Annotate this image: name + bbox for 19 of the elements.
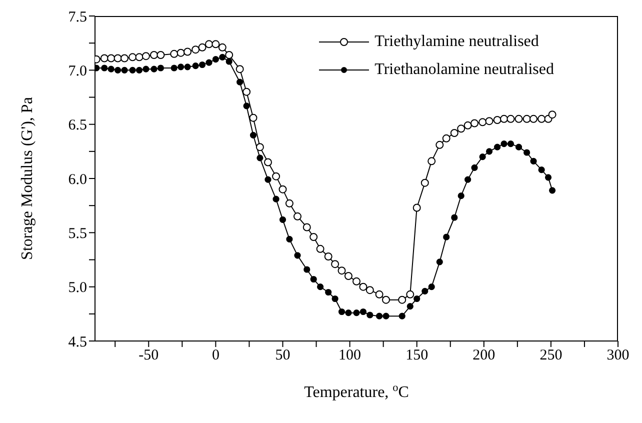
x-tick-label: 150 <box>406 348 428 364</box>
x-tick-label: 300 <box>606 348 630 364</box>
x-tick-label: 250 <box>540 348 562 364</box>
x-tick-label: 0 <box>212 348 220 364</box>
legend-label: Triethanolamine neutralised <box>374 61 554 79</box>
x-tick-label: 100 <box>338 348 362 364</box>
x-tick-label: 200 <box>472 348 496 364</box>
legend-label: Triethylamine neutralised <box>374 33 539 51</box>
y-tick-label: 5.0 <box>68 280 87 296</box>
x-axis-title: Temperature, $^{o}$C <box>304 382 409 401</box>
y-tick-label: 7.5 <box>68 9 87 26</box>
y-tick-label: 4.5 <box>68 334 87 350</box>
y-tick-label: 6.0 <box>68 172 87 188</box>
y-tick-label: 7.0 <box>68 63 87 80</box>
x-tick-label: -50 <box>138 348 159 364</box>
y-tick-label: 6.5 <box>68 118 87 134</box>
y-axis-title: Storage Modulus (G'), Pa <box>19 97 36 260</box>
y-tick-label: 5.5 <box>68 226 87 242</box>
x-tick-label: 50 <box>275 348 290 364</box>
